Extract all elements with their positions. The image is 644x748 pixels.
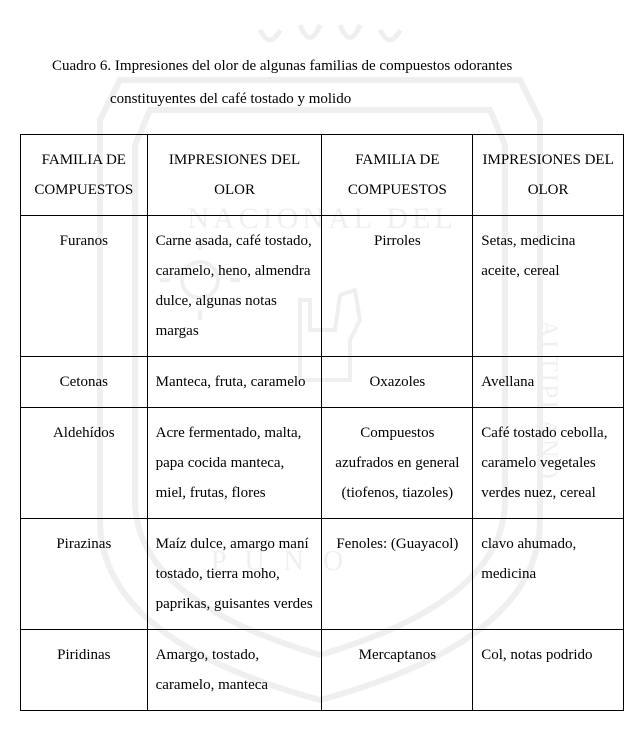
cell-family: Compuestos azufrados en general (tiofeno… (322, 408, 473, 519)
table-row: Furanos Carne asada, café tostado, caram… (21, 216, 624, 357)
cell-odor: Col, notas podrido (473, 630, 624, 711)
cell-family: Piridinas (21, 630, 148, 711)
cell-odor: clavo ahumado, medicina (473, 519, 624, 630)
cell-odor: Café tostado cebolla, caramelo vegetales… (473, 408, 624, 519)
caption-line2: constituyentes del café tostado y molido (52, 83, 624, 116)
table-row: Piridinas Amargo, tostado, caramelo, man… (21, 630, 624, 711)
cell-family: Aldehídos (21, 408, 148, 519)
table-row: Pirazinas Maíz dulce, amargo maní tostad… (21, 519, 624, 630)
header-family-2: FAMILIA DE COMPUESTOS (322, 135, 473, 216)
cell-odor: Carne asada, café tostado, caramelo, hen… (147, 216, 322, 357)
cell-family: Pirroles (322, 216, 473, 357)
cell-family: Mercaptanos (322, 630, 473, 711)
cell-family: Cetonas (21, 357, 148, 408)
table-row: Cetonas Manteca, fruta, caramelo Oxazole… (21, 357, 624, 408)
cell-family: Furanos (21, 216, 148, 357)
header-odor-2: IMPRESIONES DEL OLOR (473, 135, 624, 216)
odor-compounds-table: FAMILIA DE COMPUESTOS IMPRESIONES DEL OL… (20, 134, 624, 711)
cell-odor: Setas, medicina aceite, cereal (473, 216, 624, 357)
cell-family: Oxazoles (322, 357, 473, 408)
cell-odor: Amargo, tostado, caramelo, manteca (147, 630, 322, 711)
caption-line1: Cuadro 6. Impresiones del olor de alguna… (52, 58, 512, 74)
header-odor-1: IMPRESIONES DEL OLOR (147, 135, 322, 216)
table-header-row: FAMILIA DE COMPUESTOS IMPRESIONES DEL OL… (21, 135, 624, 216)
header-family-1: FAMILIA DE COMPUESTOS (21, 135, 148, 216)
cell-odor: Maíz dulce, amargo maní tostado, tierra … (147, 519, 322, 630)
cell-odor: Manteca, fruta, caramelo (147, 357, 322, 408)
cell-family: Pirazinas (21, 519, 148, 630)
table-caption: Cuadro 6. Impresiones del olor de alguna… (52, 50, 624, 116)
cell-odor: Acre fermentado, malta, papa cocida mant… (147, 408, 322, 519)
cell-family: Fenoles: (Guayacol) (322, 519, 473, 630)
table-row: Aldehídos Acre fermentado, malta, papa c… (21, 408, 624, 519)
page-content: Cuadro 6. Impresiones del olor de alguna… (0, 0, 644, 711)
cell-odor: Avellana (473, 357, 624, 408)
